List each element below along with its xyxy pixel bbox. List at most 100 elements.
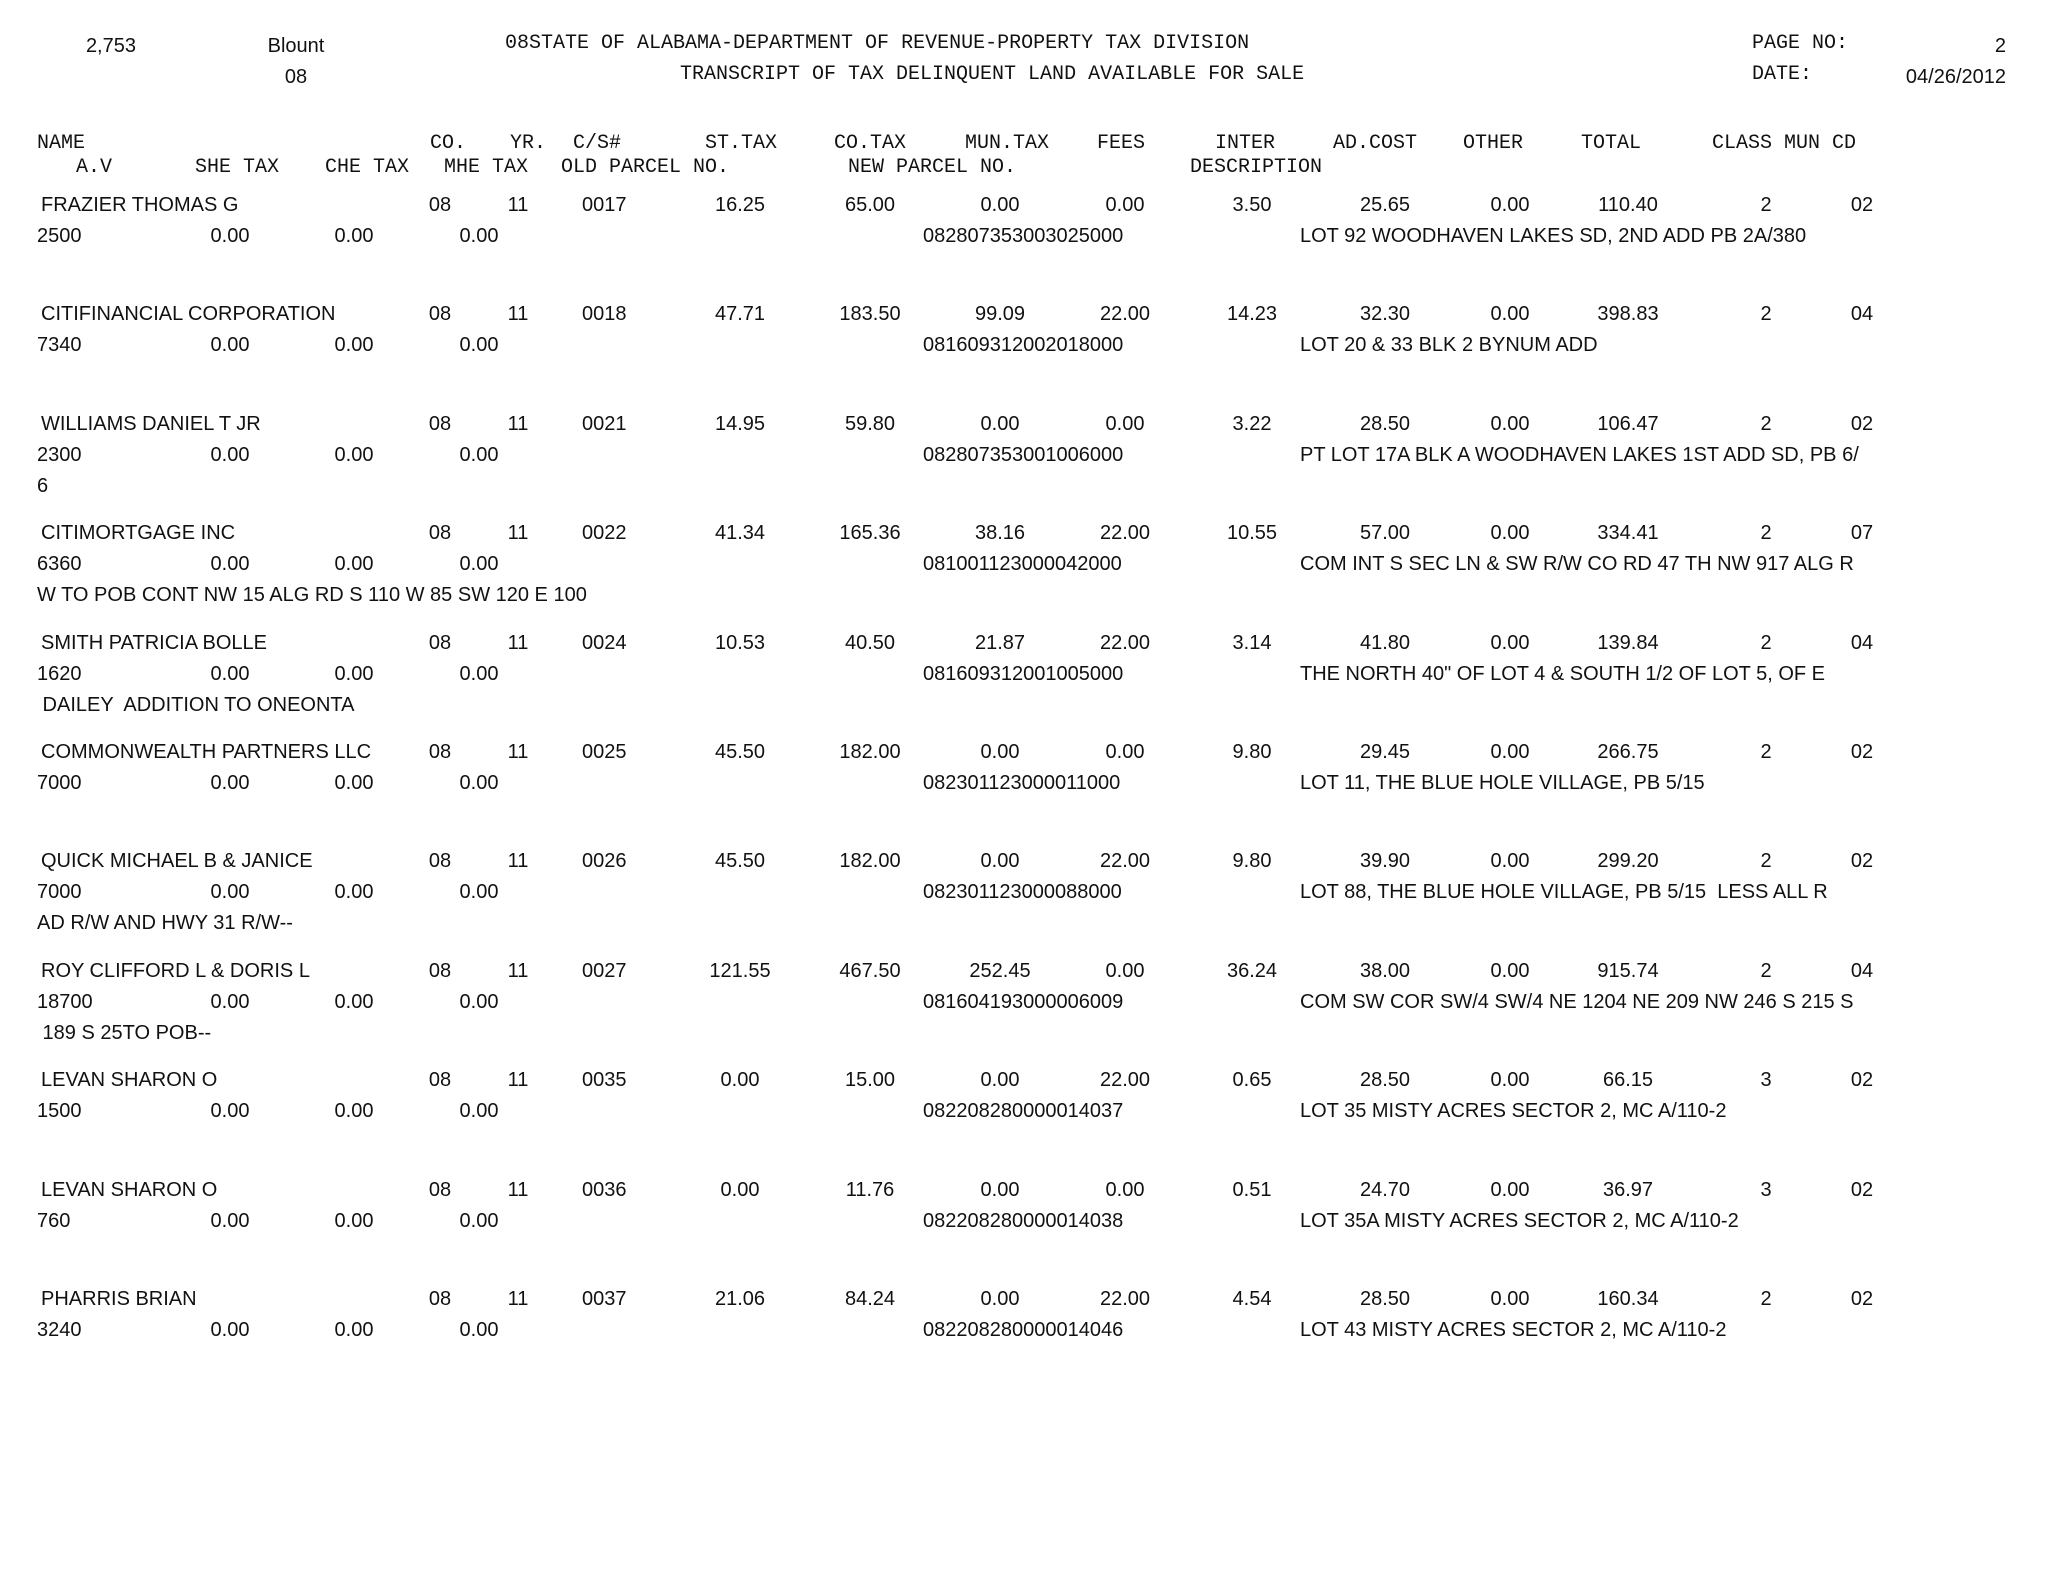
- cell-mun-cd: 02: [1850, 413, 1874, 435]
- cell-cs: 0025: [582, 741, 627, 763]
- cell-yr: 11: [507, 413, 529, 435]
- col-av: A.V: [76, 156, 113, 179]
- cell-total: 398.83: [1597, 303, 1659, 325]
- cell-total: 66.15: [1602, 1069, 1654, 1091]
- cell-she-tax: 0.00: [210, 225, 250, 247]
- cell-fees: 22.00: [1099, 632, 1151, 654]
- cell-mhe-tax: 0.00: [459, 1319, 499, 1341]
- cell-co: 08: [428, 194, 452, 216]
- page-number-value: 2: [1994, 35, 2006, 57]
- cell-class: 2: [1760, 522, 1772, 544]
- cell-she-tax: 0.00: [210, 553, 250, 575]
- cell-class: 2: [1760, 1288, 1772, 1310]
- cell-ad-cost: 57.00: [1359, 522, 1411, 544]
- cell-mun-tax: 0.00: [980, 1179, 1020, 1201]
- cell-av: 2300: [37, 444, 82, 466]
- cell-mun-tax: 0.00: [980, 413, 1020, 435]
- cell-co: 08: [428, 1179, 452, 1201]
- cell-name: CITIMORTGAGE INC: [41, 522, 236, 544]
- cell-desc1: COM INT S SEC LN & SW R/W CO RD 47 TH NW…: [1300, 553, 1854, 575]
- cell-mun-tax: 21.87: [974, 632, 1026, 654]
- cell-desc1: LOT 92 WOODHAVEN LAKES SD, 2ND ADD PB 2A…: [1300, 225, 1807, 247]
- cell-ad-cost: 32.30: [1359, 303, 1411, 325]
- cell-other: 0.00: [1490, 960, 1530, 982]
- col-she-tax: SHE TAX: [195, 156, 280, 179]
- cell-mun-cd: 02: [1850, 850, 1874, 872]
- cell-mun-cd: 04: [1850, 960, 1874, 982]
- cell-yr: 11: [507, 303, 529, 325]
- cell-other: 0.00: [1490, 850, 1530, 872]
- cell-new-parcel: 082208280000014038: [923, 1210, 1124, 1232]
- cell-cs: 0027: [582, 960, 627, 982]
- cell-yr: 11: [507, 1288, 529, 1310]
- cell-mhe-tax: 0.00: [459, 553, 499, 575]
- cell-che-tax: 0.00: [334, 881, 374, 903]
- cell-fees: 0.00: [1105, 741, 1145, 763]
- cell-other: 0.00: [1490, 632, 1530, 654]
- cell-inter: 0.65: [1232, 1069, 1272, 1091]
- cell-co-tax: 183.50: [839, 303, 901, 325]
- col-cs: C/S#: [573, 132, 622, 155]
- cell-class: 2: [1760, 850, 1772, 872]
- cell-che-tax: 0.00: [334, 334, 374, 356]
- cell-name: FRAZIER THOMAS G: [41, 194, 239, 216]
- cell-che-tax: 0.00: [334, 1319, 374, 1341]
- cell-mun-tax: 99.09: [974, 303, 1026, 325]
- cell-fees: 22.00: [1099, 522, 1151, 544]
- cell-she-tax: 0.00: [210, 772, 250, 794]
- cell-mhe-tax: 0.00: [459, 1100, 499, 1122]
- cell-cs: 0035: [582, 1069, 627, 1091]
- cell-co-tax: 467.50: [839, 960, 901, 982]
- cell-co-tax: 40.50: [844, 632, 896, 654]
- cell-name: PHARRIS BRIAN: [41, 1288, 197, 1310]
- cell-che-tax: 0.00: [334, 663, 374, 685]
- col-co: CO.: [430, 132, 467, 155]
- cell-fees: 22.00: [1099, 850, 1151, 872]
- cell-yr: 11: [507, 960, 529, 982]
- cell-fees: 0.00: [1105, 194, 1145, 216]
- cell-desc1: COM SW COR SW/4 SW/4 NE 1204 NE 209 NW 2…: [1300, 991, 1854, 1013]
- cell-inter: 9.80: [1232, 741, 1272, 763]
- cell-st-tax: 0.00: [720, 1179, 760, 1201]
- cell-co-tax: 182.00: [839, 741, 901, 763]
- cell-mun-tax: 0.00: [980, 850, 1020, 872]
- cell-she-tax: 0.00: [210, 1210, 250, 1232]
- col-mhe-tax: MHE TAX: [444, 156, 529, 179]
- cell-mhe-tax: 0.00: [459, 225, 499, 247]
- cell-mhe-tax: 0.00: [459, 1210, 499, 1232]
- cell-yr: 11: [507, 194, 529, 216]
- cell-desc2: AD R/W AND HWY 31 R/W--: [37, 912, 293, 934]
- cell-total: 139.84: [1597, 632, 1659, 654]
- col-name: NAME: [37, 132, 86, 155]
- cell-she-tax: 0.00: [210, 991, 250, 1013]
- cell-mun-tax: 252.45: [969, 960, 1031, 982]
- col-yr: YR.: [510, 132, 547, 155]
- cell-st-tax: 121.55: [709, 960, 771, 982]
- cell-total: 299.20: [1597, 850, 1659, 872]
- cell-new-parcel: 082807353003025000: [923, 225, 1124, 247]
- cell-desc2: W TO POB CONT NW 15 ALG RD S 110 W 85 SW…: [37, 584, 587, 606]
- cell-yr: 11: [507, 850, 529, 872]
- cell-mun-cd: 02: [1850, 194, 1874, 216]
- col-inter: INTER: [1215, 132, 1276, 155]
- cell-ad-cost: 28.50: [1359, 1288, 1411, 1310]
- cell-total: 110.40: [1598, 194, 1658, 216]
- cell-desc2: 6: [37, 475, 49, 497]
- cell-desc1: THE NORTH 40" OF LOT 4 & SOUTH 1/2 OF LO…: [1300, 663, 1825, 685]
- cell-other: 0.00: [1490, 303, 1530, 325]
- cell-new-parcel: 081604193000006009: [923, 991, 1124, 1013]
- cell-class: 2: [1760, 741, 1772, 763]
- cell-desc1: PT LOT 17A BLK A WOODHAVEN LAKES 1ST ADD…: [1300, 444, 1859, 466]
- col-che-tax: CHE TAX: [325, 156, 410, 179]
- cell-co-tax: 84.24: [844, 1288, 896, 1310]
- cell-mun-tax: 0.00: [980, 194, 1020, 216]
- cell-av: 2500: [37, 225, 82, 247]
- cell-fees: 0.00: [1105, 960, 1145, 982]
- cell-other: 0.00: [1490, 522, 1530, 544]
- cell-new-parcel: 082208280000014037: [923, 1100, 1124, 1122]
- col-co-tax: CO.TAX: [834, 132, 907, 155]
- cell-ad-cost: 28.50: [1359, 413, 1411, 435]
- cell-mun-tax: 38.16: [974, 522, 1026, 544]
- date-value: 04/26/2012: [1905, 66, 2006, 88]
- cell-total: 160.34: [1597, 1288, 1659, 1310]
